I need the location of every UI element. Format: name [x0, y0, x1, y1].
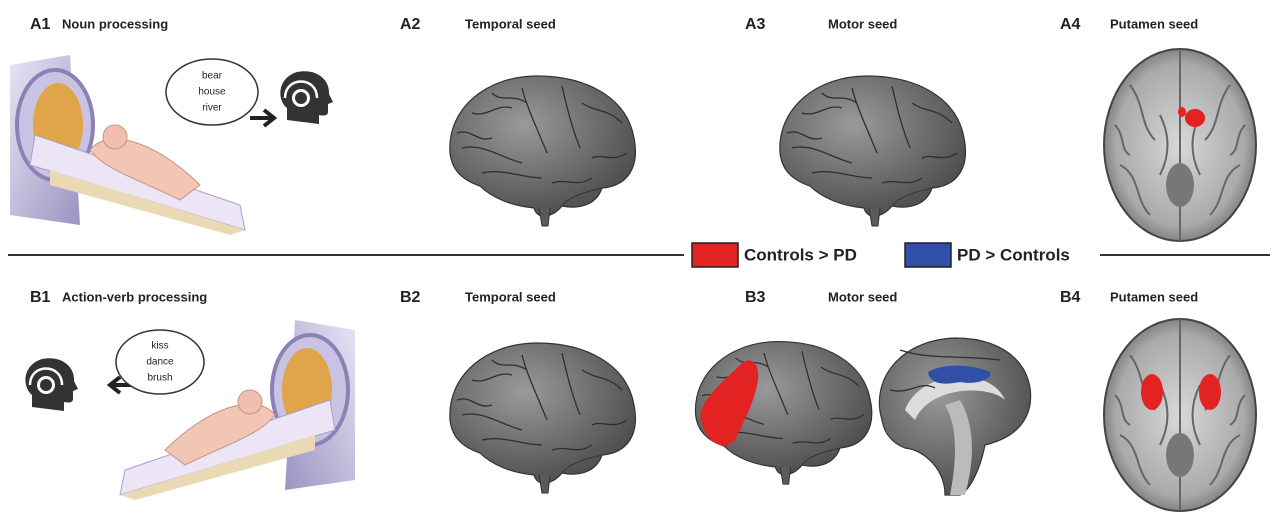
panel-title: Action-verb processing [62, 289, 207, 304]
headphone-icon [279, 69, 335, 126]
activation-blob [1185, 109, 1205, 127]
panel-label: B3 [745, 289, 766, 306]
panel-label: B2 [400, 289, 421, 306]
brain-lateral [449, 75, 637, 227]
activation-blob [1141, 374, 1163, 410]
arrow [250, 108, 278, 128]
brain-lateral [449, 342, 637, 494]
activation-blob [700, 360, 759, 446]
panel-title: Temporal seed [465, 16, 556, 31]
panel-label: B4 [1060, 289, 1081, 306]
speech-bubble [165, 58, 259, 126]
stimulus-word: house [198, 87, 226, 98]
shape [945, 400, 972, 495]
headphone-icon [24, 356, 80, 413]
panel-title: Noun processing [62, 16, 168, 31]
activation-blob [928, 365, 991, 384]
activation-blob [1178, 107, 1186, 117]
panel-title: Temporal seed [465, 289, 556, 304]
panel-label: A3 [745, 16, 766, 33]
stimulus-word: brush [147, 373, 172, 384]
legend-swatch [904, 242, 952, 268]
stimulus-word: kiss [151, 341, 168, 352]
stimulus-word: bear [202, 71, 223, 82]
panel-label: A1 [30, 16, 51, 33]
legend-label: Controls > PD [744, 245, 857, 264]
panel-title: Motor seed [828, 16, 897, 31]
panel-title: Putamen seed [1110, 16, 1198, 31]
activation-blob [1199, 374, 1221, 410]
panel-label: A4 [1060, 16, 1081, 33]
stimulus-word: river [202, 103, 222, 114]
legend-label: PD > Controls [957, 245, 1070, 264]
legend-swatch [691, 242, 739, 268]
brain-axial [1103, 48, 1257, 242]
panel-label: B1 [30, 289, 51, 306]
speech-bubble [115, 329, 205, 395]
brain-axial [1103, 318, 1257, 512]
panel-title: Putamen seed [1110, 289, 1198, 304]
stimulus-word: dance [146, 357, 174, 368]
brain-lateral [779, 75, 967, 227]
brain-medial [878, 337, 1032, 496]
panel-label: A2 [400, 16, 421, 33]
shape [905, 376, 1005, 420]
shape [889, 349, 1001, 392]
panel-title: Motor seed [828, 289, 897, 304]
